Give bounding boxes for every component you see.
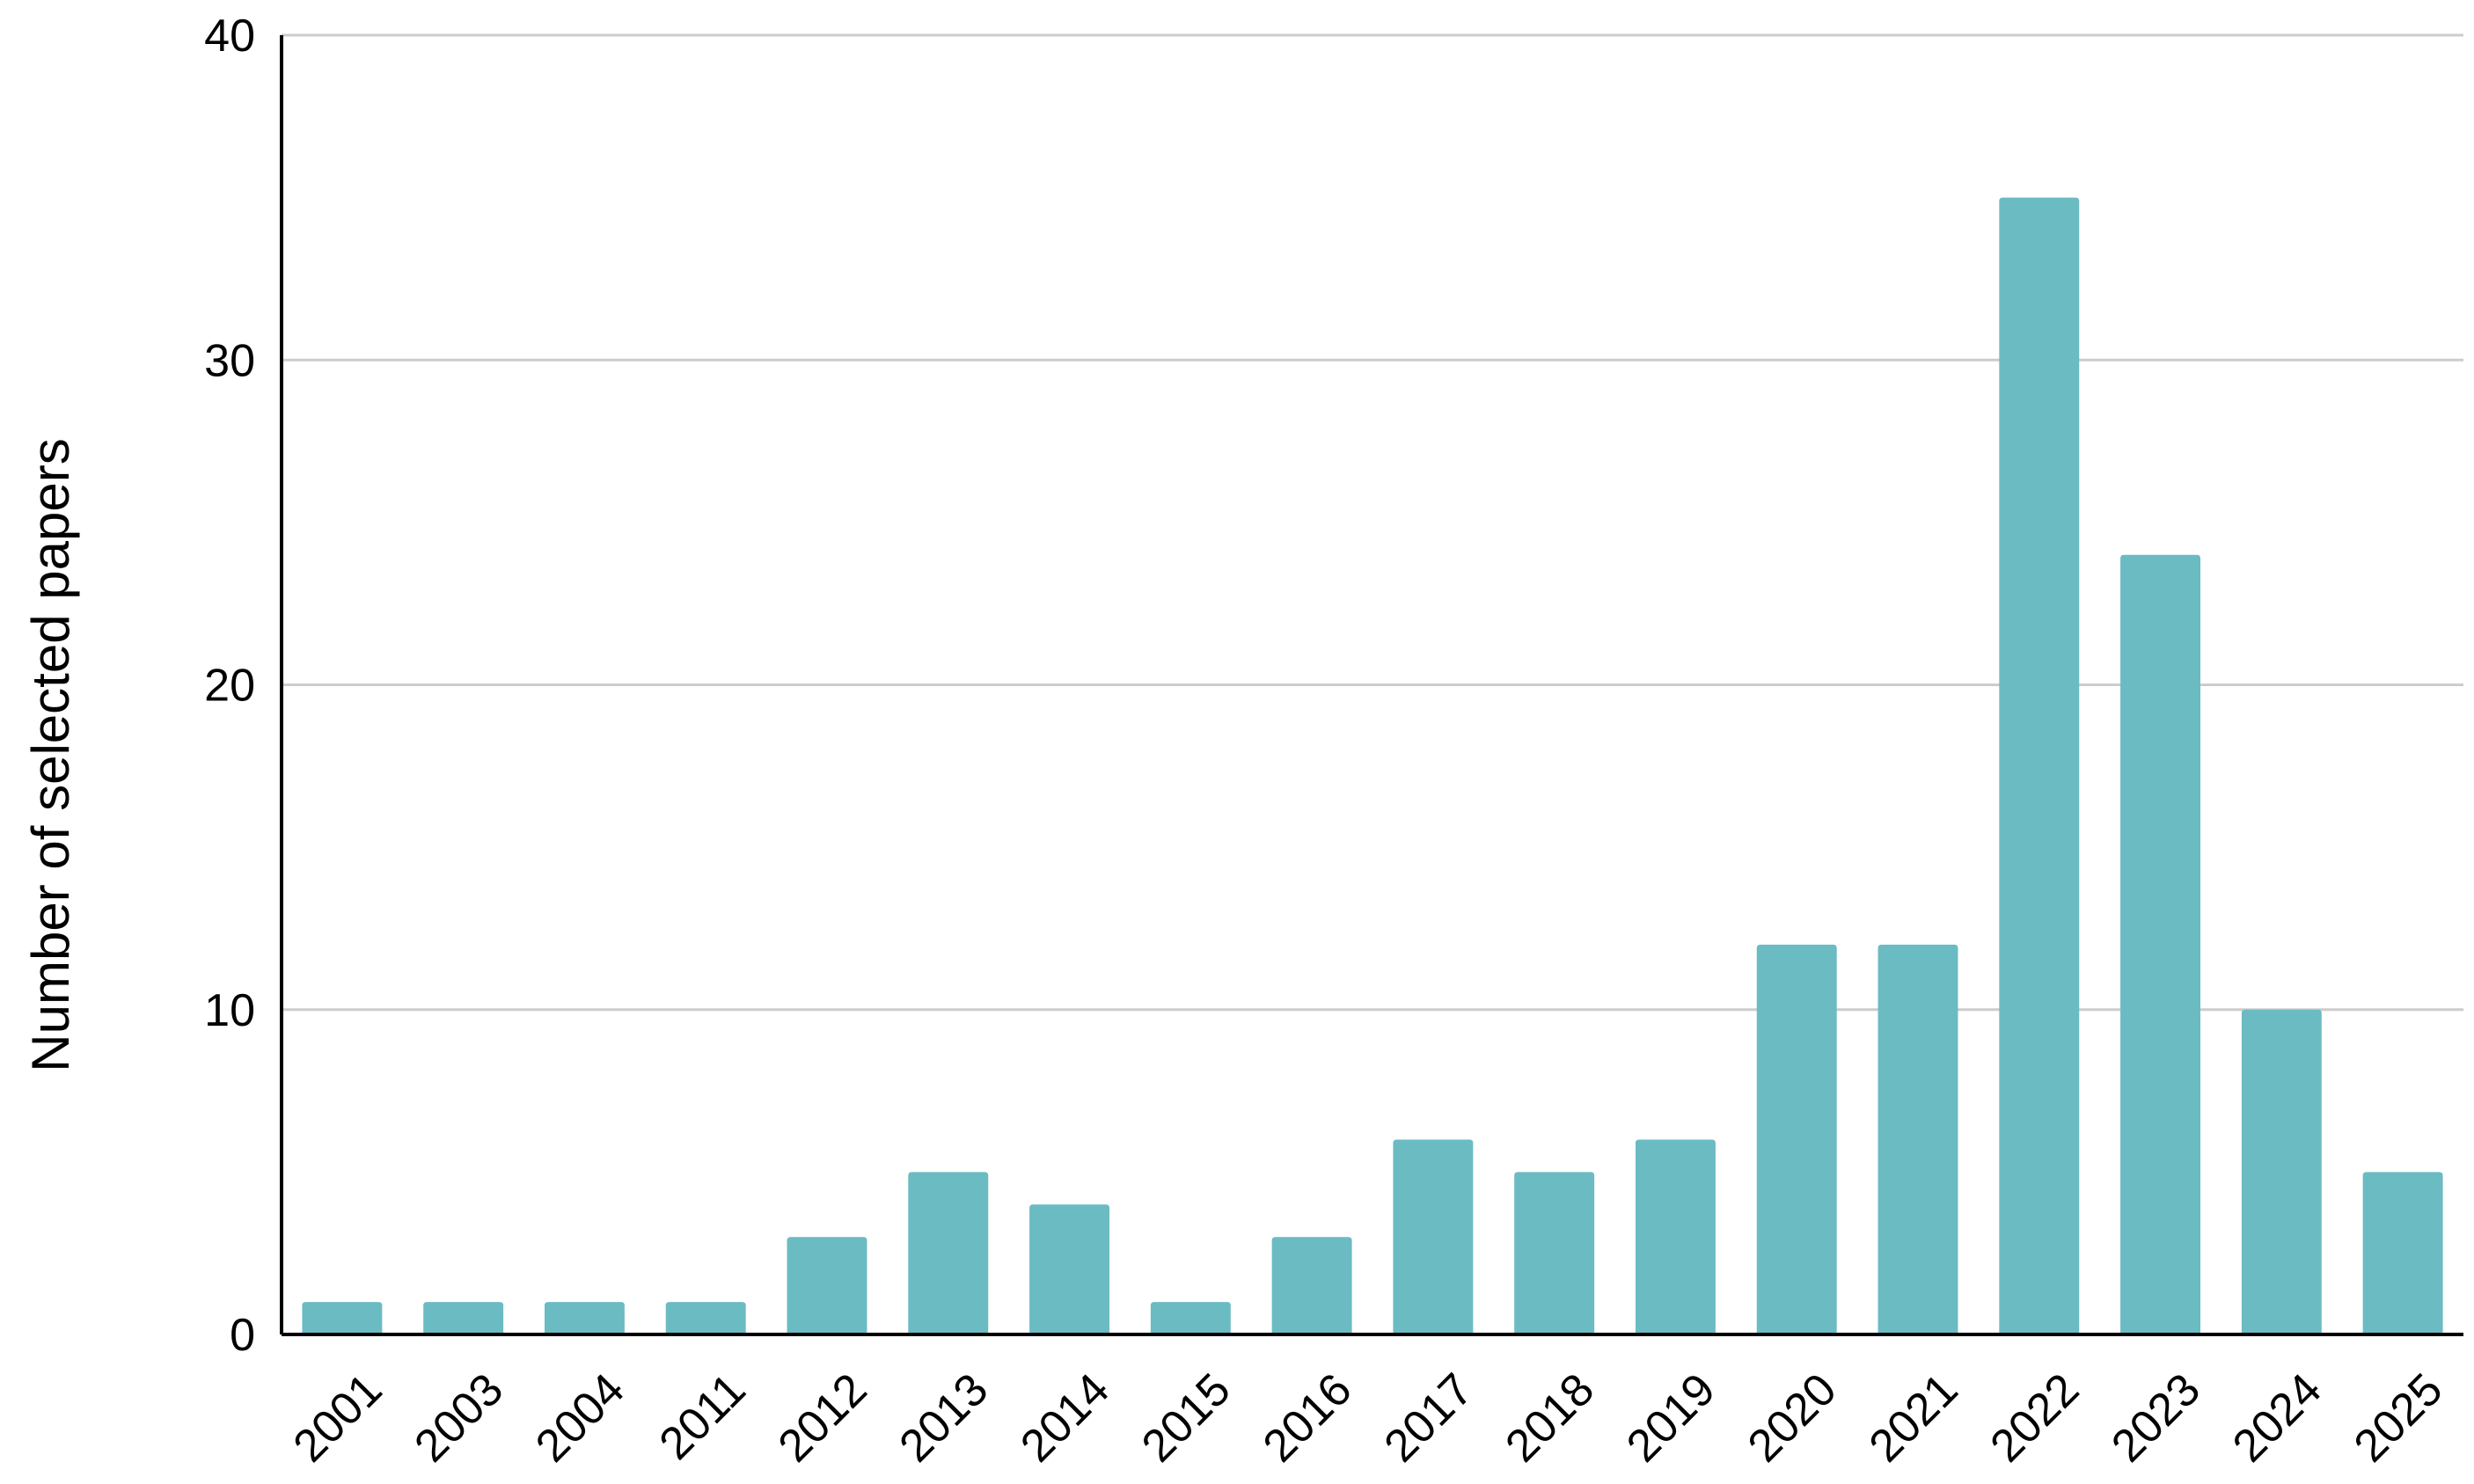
bar-2011 (665, 1302, 746, 1334)
x-tick-label: 2018 (1496, 1363, 1604, 1472)
x-tick-label: 2001 (284, 1363, 392, 1472)
x-tick-label: 2011 (650, 1363, 756, 1469)
x-tick-label: 2013 (889, 1363, 998, 1472)
x-tick-label: 2023 (2102, 1363, 2210, 1472)
x-tick-labels: 2001 2003 2004 2011 2012 2013 2014 2015 2016 2017… (284, 1363, 2453, 1472)
y-tick-label: 40 (204, 11, 255, 62)
x-tick-label: 2019 (1617, 1363, 1725, 1472)
bar-2020 (1756, 944, 1837, 1334)
bar-2025 (2362, 1172, 2443, 1334)
y-tick-label: 10 (204, 985, 255, 1036)
bar-2014 (1029, 1204, 1110, 1334)
gridlines (282, 33, 2463, 1012)
axes (280, 35, 2463, 1336)
bar-2023 (2120, 554, 2201, 1334)
x-tick-label: 2016 (1254, 1363, 1362, 1472)
bar-2021 (1877, 944, 1958, 1334)
bar-2024 (2241, 1009, 2322, 1334)
x-tick-label: 2021 (1860, 1363, 1968, 1472)
bar-2013 (908, 1172, 989, 1334)
x-tick-label: 2004 (526, 1363, 634, 1472)
y-tick-label: 20 (204, 661, 255, 712)
y-tick-labels: 0 10 20 30 40 (204, 11, 255, 1361)
x-tick-label: 2024 (2223, 1363, 2331, 1472)
x-tick-label: 2014 (1011, 1363, 1119, 1472)
bar-2001 (302, 1302, 383, 1334)
bar-2017 (1393, 1139, 1474, 1334)
bar-2019 (1635, 1139, 1716, 1334)
bar-2016 (1271, 1237, 1352, 1334)
y-tick-label: 30 (204, 335, 255, 386)
y-tick-label: 0 (230, 1310, 255, 1361)
x-tick-label: 2015 (1132, 1363, 1241, 1472)
bar-2015 (1150, 1302, 1231, 1334)
bar-2012 (787, 1237, 867, 1334)
x-tick-label: 2022 (1980, 1363, 2089, 1472)
x-tick-label: 2003 (405, 1363, 513, 1472)
bar-2004 (544, 1302, 625, 1334)
bar-2018 (1514, 1172, 1595, 1334)
bars (302, 197, 2443, 1334)
bar-2003 (423, 1302, 504, 1334)
y-axis-title: Number of selected papers (21, 438, 80, 1071)
x-tick-label: 2017 (1375, 1363, 1483, 1472)
bar-2022 (1999, 197, 2080, 1334)
x-tick-label: 2025 (2345, 1363, 2453, 1472)
x-tick-label: 2020 (1738, 1363, 1847, 1472)
x-tick-label: 2012 (769, 1363, 877, 1472)
